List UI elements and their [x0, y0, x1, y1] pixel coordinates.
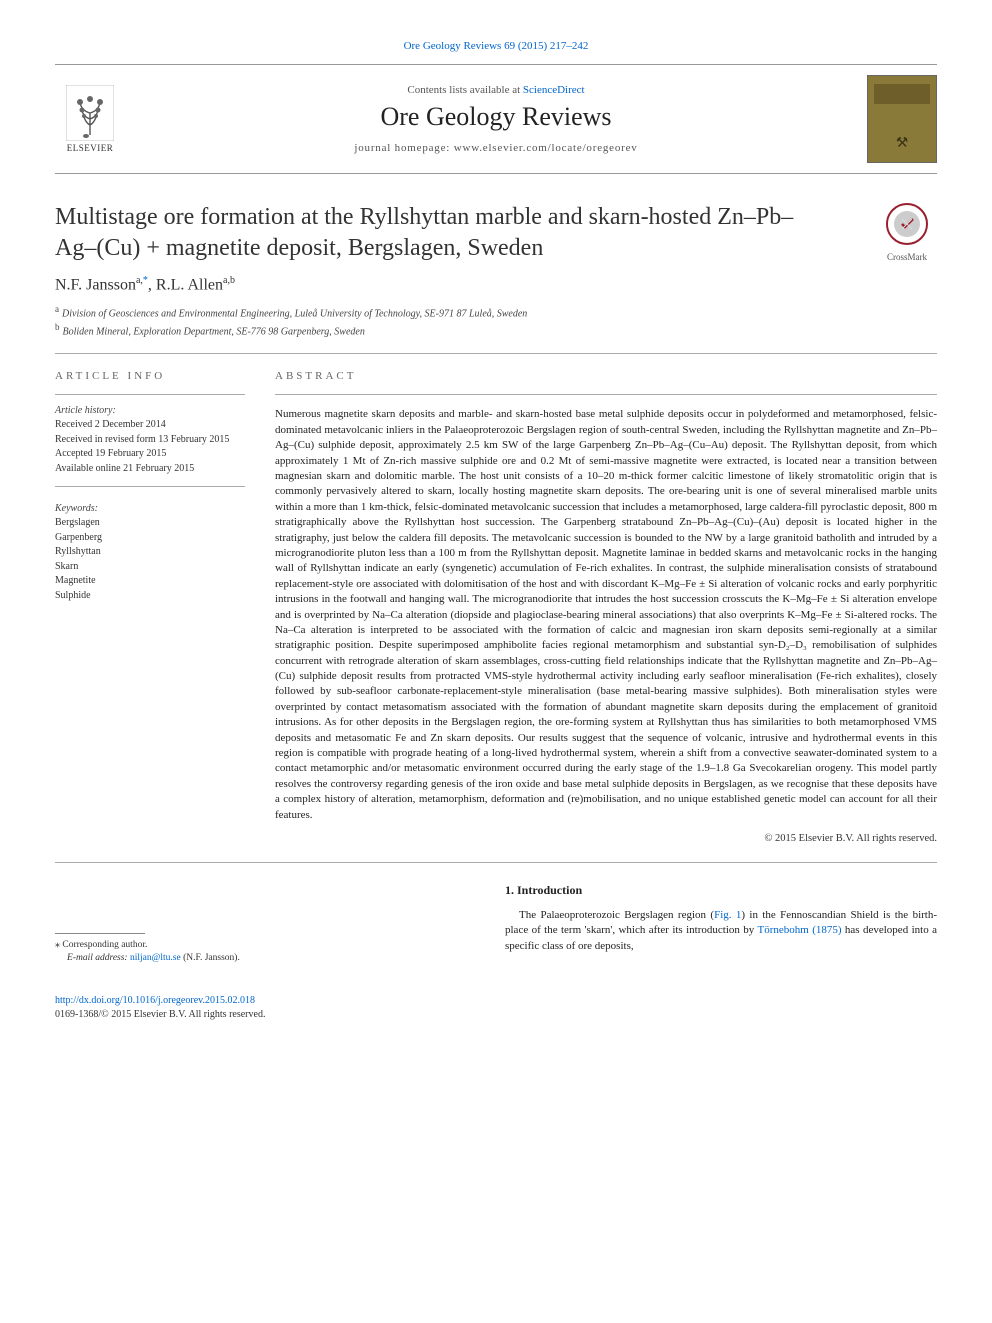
- running-head: Ore Geology Reviews 69 (2015) 217–242: [55, 40, 937, 52]
- doi-link[interactable]: http://dx.doi.org/10.1016/j.oregeorev.20…: [55, 995, 255, 1006]
- crossmark-badge[interactable]: CrossMark: [877, 202, 937, 262]
- keyword: Ryllshyttan: [55, 545, 245, 560]
- abstract-head: abstract: [275, 370, 937, 382]
- keywords-label: Keywords:: [55, 503, 245, 514]
- article-info-column: article info Article history: Received 2…: [55, 370, 245, 844]
- copyright-line: © 2015 Elsevier B.V. All rights reserved…: [275, 833, 937, 844]
- crossmark-icon: [885, 202, 929, 246]
- author-email-link[interactable]: niljan@ltu.se: [130, 953, 181, 963]
- author-list: N.F. Janssona,*, R.L. Allena,b: [55, 275, 937, 294]
- keyword: Sulphide: [55, 589, 245, 604]
- author-2: R.L. Allen: [156, 277, 223, 294]
- publisher-name: ELSEVIER: [67, 143, 114, 153]
- figure-link[interactable]: Fig. 1: [714, 909, 741, 921]
- history-online: Available online 21 February 2015: [55, 462, 245, 477]
- contents-available: Contents lists available at ScienceDirec…: [125, 84, 867, 96]
- journal-header: ELSEVIER Contents lists available at Sci…: [55, 64, 937, 174]
- publisher-logo: ELSEVIER: [55, 85, 125, 153]
- divider: [55, 862, 937, 863]
- section-heading-introduction: 1. Introduction: [505, 883, 937, 898]
- elsevier-tree-icon: [66, 85, 114, 141]
- history-revised: Received in revised form 13 February 201…: [55, 433, 245, 448]
- history-received: Received 2 December 2014: [55, 418, 245, 433]
- corresponding-footnote: ⁎ Corresponding author. E-mail address: …: [55, 938, 475, 966]
- corresponding-mark[interactable]: *: [143, 275, 148, 286]
- article-info-head: article info: [55, 370, 245, 382]
- journal-title: Ore Geology Reviews: [125, 102, 867, 132]
- abstract-text: Numerous magnetite skarn deposits and ma…: [275, 407, 937, 823]
- crossmark-label: CrossMark: [877, 252, 937, 262]
- issn-copyright: 0169-1368/© 2015 Elsevier B.V. All right…: [55, 1009, 265, 1020]
- keyword: Skarn: [55, 560, 245, 575]
- article-title: Multistage ore formation at the Ryllshyt…: [55, 202, 877, 263]
- journal-homepage: journal homepage: www.elsevier.com/locat…: [125, 142, 867, 154]
- affiliations: aDivision of Geosciences and Environment…: [55, 303, 937, 340]
- footnote-rule: [55, 933, 145, 934]
- history-label: Article history:: [55, 405, 245, 416]
- sciencedirect-link[interactable]: ScienceDirect: [523, 84, 585, 96]
- journal-cover-thumb: [867, 75, 937, 163]
- author-1: N.F. Jansson: [55, 277, 136, 294]
- doi-block: http://dx.doi.org/10.1016/j.oregeorev.20…: [55, 994, 937, 1022]
- keyword: Bergslagen: [55, 516, 245, 531]
- keyword: Magnetite: [55, 574, 245, 589]
- divider: [55, 353, 937, 354]
- running-head-link[interactable]: Ore Geology Reviews 69 (2015) 217–242: [404, 40, 589, 52]
- history-accepted: Accepted 19 February 2015: [55, 447, 245, 462]
- abstract-column: abstract Numerous magnetite skarn deposi…: [275, 370, 937, 844]
- keyword: Garpenberg: [55, 531, 245, 546]
- introduction-paragraph: The Palaeoproterozoic Bergslagen region …: [505, 908, 937, 954]
- reference-link[interactable]: Törnebohm (1875): [757, 924, 841, 936]
